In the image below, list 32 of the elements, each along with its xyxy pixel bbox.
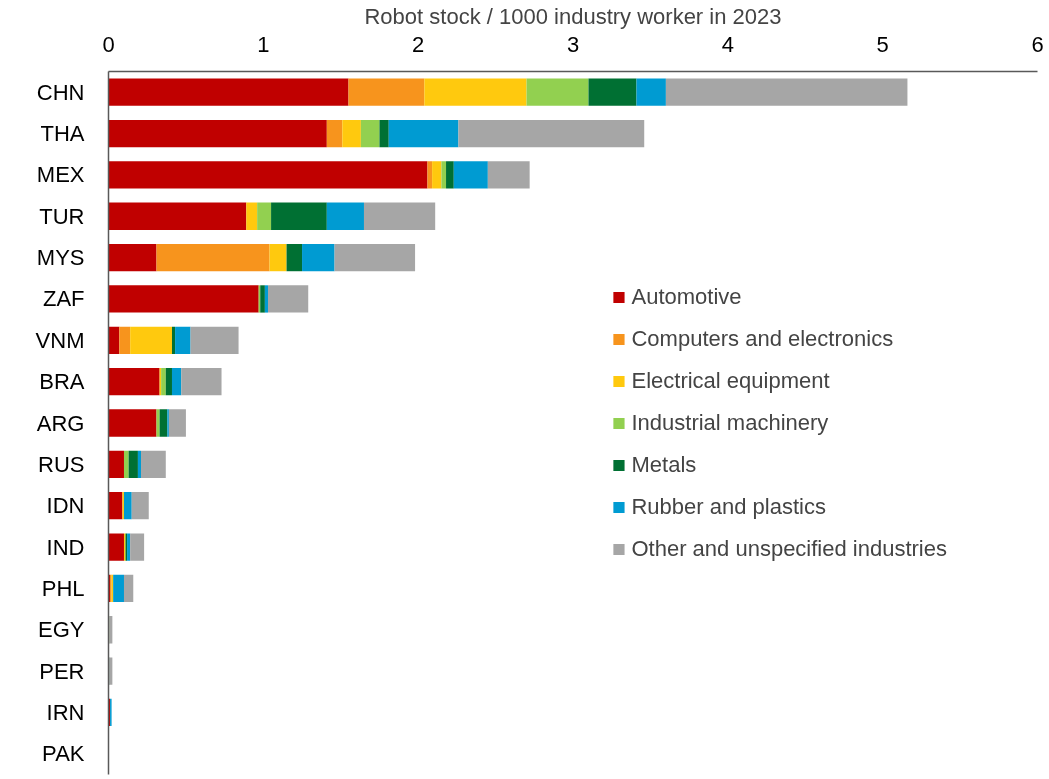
y-tick-label: BRA — [39, 369, 85, 395]
y-tick-label: MYS — [36, 245, 85, 271]
x-tick-label: 6 — [1031, 31, 1044, 57]
legend-label: Rubber and plastics — [631, 493, 826, 520]
y-tick-label: THA — [40, 121, 85, 147]
legend-label: Other and unspecified industries — [631, 535, 947, 562]
legend-label: Electrical equipment — [631, 367, 830, 394]
legend-label: Automotive — [631, 283, 742, 310]
legend-label: Computers and electronics — [631, 325, 894, 352]
y-tick-label: IND — [46, 534, 85, 560]
y-tick-label: EGY — [38, 617, 85, 643]
y-tick-label: ZAF — [42, 286, 85, 312]
x-tick-label: 0 — [102, 31, 115, 57]
y-tick-label: PAK — [42, 741, 85, 767]
y-tick-label: CHN — [36, 79, 85, 105]
x-tick-label: 3 — [566, 31, 580, 57]
y-tick-label: VNM — [35, 327, 85, 353]
legend-label: Industrial machinery — [631, 409, 829, 436]
y-tick-label: RUS — [38, 451, 85, 477]
y-tick-label: PHL — [41, 575, 85, 601]
y-tick-label: IDN — [46, 493, 85, 519]
x-tick-label: 5 — [876, 31, 889, 57]
y-tick-label: IRN — [46, 699, 85, 725]
x-axis-title: Robot stock / 1000 industry worker in 2023 — [364, 3, 782, 29]
x-tick-label: 2 — [412, 31, 425, 57]
y-tick-label: MEX — [36, 162, 85, 188]
x-tick-label: 1 — [257, 31, 270, 57]
y-tick-label: PER — [39, 658, 85, 684]
legend-label: Metals — [631, 451, 697, 478]
y-tick-label: ARG — [36, 410, 85, 436]
y-tick-label: TUR — [39, 203, 85, 229]
x-tick-label: 4 — [721, 31, 734, 57]
